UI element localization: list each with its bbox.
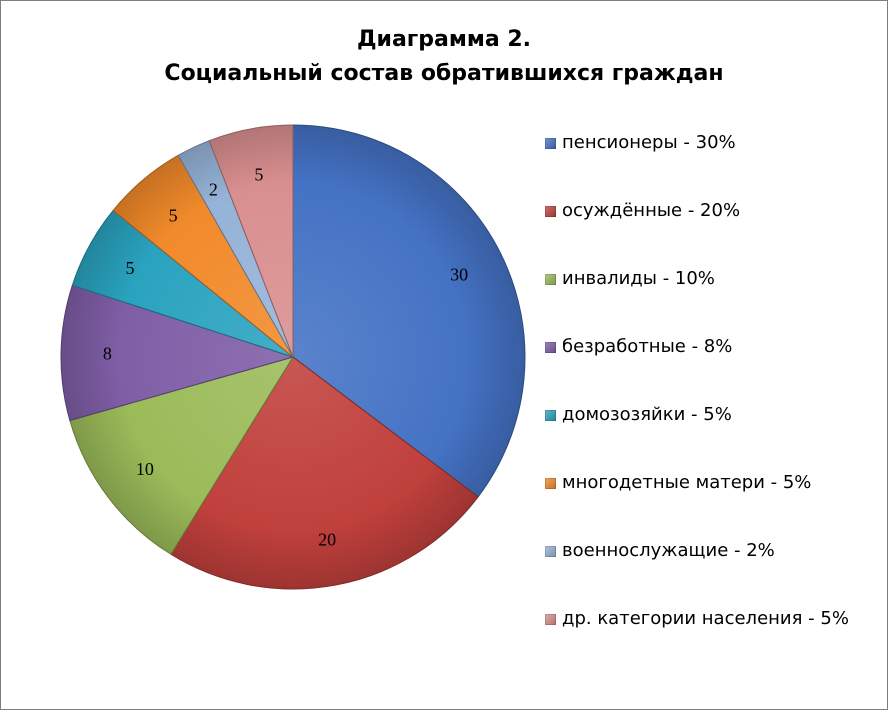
pie-data-label-2: 10 [136, 459, 154, 479]
chart-title-block: Диаграмма 2. Социальный состав обративши… [1, 23, 887, 91]
legend-label: осуждённые - 20% [562, 200, 741, 221]
legend-swatch [545, 410, 556, 421]
pie-data-label-6: 2 [209, 179, 218, 199]
pie-slice-1 [170, 356, 479, 590]
legend-swatch [545, 546, 556, 557]
chart-legend: пенсионеры - 30% осуждённые - 20% инвалиды… [545, 131, 849, 675]
legend-label: инвалиды - 10% [562, 268, 715, 289]
legend-item-7: др. категории населения - 5% [545, 607, 849, 675]
legend-swatch [545, 614, 556, 625]
legend-item-3: безработные - 8% [545, 335, 849, 403]
legend-label: др. категории населения - 5% [562, 608, 849, 629]
legend-label: военнослужащие - 2% [562, 540, 775, 561]
pie-data-label-5: 5 [169, 205, 178, 225]
legend-item-6: военнослужащие - 2% [545, 539, 849, 607]
legend-label: безработные - 8% [562, 336, 733, 357]
legend-item-1: осуждённые - 20% [545, 199, 849, 267]
pie-slice-0 [292, 124, 526, 498]
pie-slice-2 [69, 356, 295, 555]
pie-data-label-1: 20 [318, 529, 336, 549]
pie-slices [60, 124, 526, 590]
chart-title: Диаграмма 2. [356, 27, 532, 52]
legend-item-0: пенсионеры - 30% [545, 131, 849, 199]
pie-data-label-7: 5 [254, 165, 263, 185]
legend-swatch [545, 342, 556, 353]
legend-label: многодетные матери - 5% [562, 472, 812, 493]
pie-data-labels: 30 20 10 8 5 5 2 5 [103, 165, 468, 550]
legend-item-5: многодетные матери - 5% [545, 471, 849, 539]
legend-label: домозозяйки - 5% [562, 404, 732, 425]
legend-item-2: инвалиды - 10% [545, 267, 849, 335]
legend-swatch [545, 478, 556, 489]
legend-label: пенсионеры - 30% [562, 132, 736, 153]
legend-swatch [545, 206, 556, 217]
pie-slice-7 [208, 124, 294, 358]
legend-item-4: домозозяйки - 5% [545, 403, 849, 471]
pie-slice-3 [60, 284, 295, 422]
legend-swatch [545, 138, 556, 149]
pie-data-label-3: 8 [103, 344, 112, 364]
pie-data-label-4: 5 [126, 258, 135, 278]
chart-subtitle: Социальный состав обратившихся граждан [164, 61, 724, 86]
pie-data-label-0: 30 [450, 264, 468, 284]
legend-swatch [545, 274, 556, 285]
